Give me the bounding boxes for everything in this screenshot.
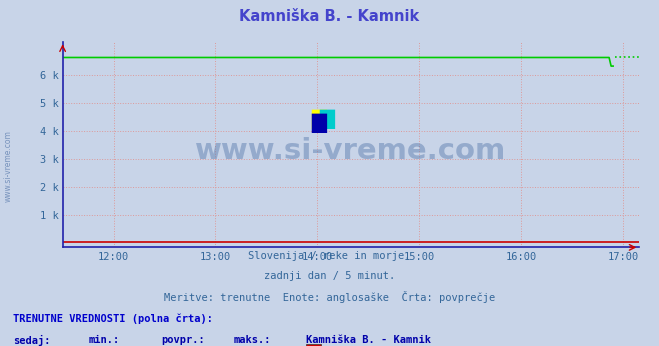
Text: █: █ (312, 110, 327, 129)
Text: povpr.:: povpr.: (161, 335, 205, 345)
Text: Meritve: trenutne  Enote: anglosaške  Črta: povprečje: Meritve: trenutne Enote: anglosaške Črta… (164, 291, 495, 303)
Text: zadnji dan / 5 minut.: zadnji dan / 5 minut. (264, 271, 395, 281)
Text: Kamniška B. - Kamnik: Kamniška B. - Kamnik (306, 335, 432, 345)
Text: min.:: min.: (89, 335, 120, 345)
Text: Kamniška B. - Kamnik: Kamniška B. - Kamnik (239, 9, 420, 24)
Text: www.si-vreme.com: www.si-vreme.com (195, 137, 507, 165)
Text: TRENUTNE VREDNOSTI (polna črta):: TRENUTNE VREDNOSTI (polna črta): (13, 313, 213, 324)
Text: maks.:: maks.: (234, 335, 272, 345)
Text: sedaj:: sedaj: (13, 335, 51, 346)
Text: Slovenija / reke in morje.: Slovenija / reke in morje. (248, 251, 411, 261)
Text: █: █ (312, 113, 327, 133)
Text: www.si-vreme.com: www.si-vreme.com (3, 130, 13, 202)
Text: █: █ (319, 110, 334, 129)
